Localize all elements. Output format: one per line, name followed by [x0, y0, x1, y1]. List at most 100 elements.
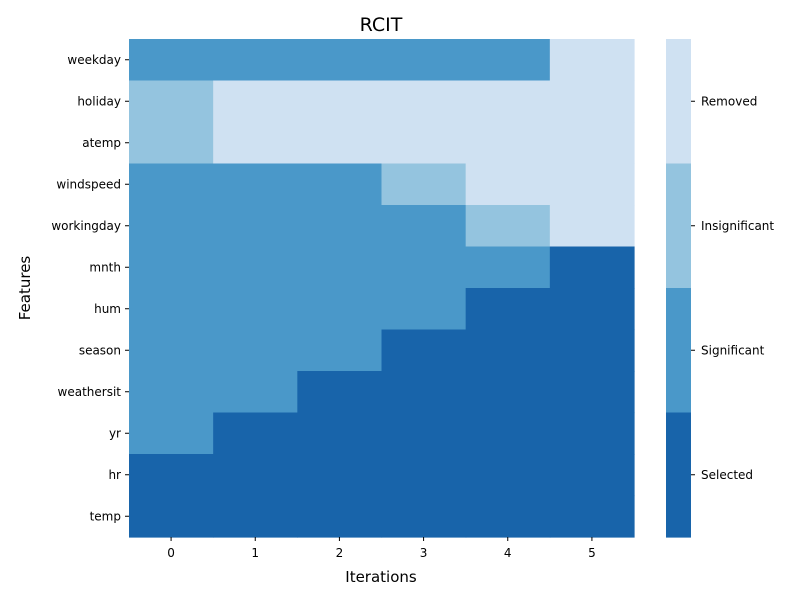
x-axis-label: Iterations [345, 568, 417, 586]
heatmap-cell [129, 39, 214, 82]
heatmap-cell [381, 80, 467, 123]
heatmap-cell [213, 412, 298, 455]
heatmap-cell [129, 246, 214, 289]
heatmap-cell [129, 122, 214, 165]
heatmap-cell [297, 39, 383, 82]
heatmap-cell [465, 371, 551, 414]
y-tick-label: atemp [82, 136, 121, 150]
heatmap-cell [381, 39, 467, 82]
heatmap-cell [465, 454, 551, 497]
heatmap-cell [381, 329, 467, 372]
heatmap-cell [549, 163, 635, 206]
heatmap-cell [213, 329, 298, 372]
y-tick-label: yr [109, 426, 121, 440]
x-tick-label: 5 [588, 546, 596, 560]
heatmap-cell [297, 495, 383, 538]
x-axis-ticks: 0 1 2 3 4 5 [167, 537, 596, 560]
heatmap-cell [465, 246, 551, 289]
colorbar-segment [666, 288, 691, 414]
heatmap-cell [381, 163, 467, 206]
heatmap-cell [129, 454, 214, 497]
heatmap-cell [465, 122, 551, 165]
colorbar-label: Selected [701, 468, 753, 482]
y-tick-label: hum [94, 302, 121, 316]
heatmap-cell [549, 329, 635, 372]
heatmap-cell [549, 371, 635, 414]
chart-title: RCIT [360, 14, 403, 36]
heatmap-cell [213, 495, 298, 538]
heatmap-cell [129, 205, 214, 248]
heatmap-cell [549, 39, 635, 82]
colorbar-label: Insignificant [701, 219, 774, 233]
x-tick-label: 1 [251, 546, 259, 560]
x-tick-label: 3 [420, 546, 428, 560]
heatmap-cell [381, 205, 467, 248]
heatmap-cell [129, 288, 214, 331]
heatmap-cell [129, 80, 214, 123]
heatmap-cells [129, 39, 635, 538]
heatmap-cell [129, 371, 214, 414]
heatmap-cell [549, 454, 635, 497]
heatmap-cell [381, 454, 467, 497]
heatmap-cell [297, 163, 383, 206]
heatmap-cell [549, 80, 635, 123]
heatmap-cell [549, 205, 635, 248]
x-tick-label: 0 [167, 546, 175, 560]
heatmap-cell [465, 163, 551, 206]
heatmap-cell [297, 80, 383, 123]
heatmap-cell [549, 288, 635, 331]
heatmap-cell [381, 495, 467, 538]
heatmap-cell [465, 39, 551, 82]
heatmap-cell [297, 246, 383, 289]
colorbar-segment [666, 39, 691, 165]
heatmap-cell [549, 122, 635, 165]
heatmap-cell [549, 495, 635, 538]
heatmap-cell [549, 412, 635, 455]
heatmap-cell [465, 205, 551, 248]
heatmap-cell [381, 412, 467, 455]
heatmap-cell [297, 371, 383, 414]
heatmap-cell [213, 288, 298, 331]
heatmap-cell [381, 122, 467, 165]
y-tick-label: hr [108, 468, 121, 482]
heatmap-cell [129, 329, 214, 372]
y-tick-label: windspeed [56, 177, 121, 191]
heatmap-cell [465, 329, 551, 372]
y-tick-label: mnth [89, 260, 121, 274]
colorbar: Removed Insignificant Significant Selected [666, 39, 774, 538]
x-tick-label: 2 [336, 546, 344, 560]
heatmap-cell [297, 329, 383, 372]
y-axis-label: Features [16, 256, 34, 321]
heatmap-cell [213, 39, 298, 82]
heatmap-cell [465, 495, 551, 538]
heatmap-cell [297, 122, 383, 165]
heatmap-cell [465, 80, 551, 123]
heatmap-cell [297, 412, 383, 455]
y-tick-label: holiday [77, 94, 121, 108]
heatmap-cell [213, 246, 298, 289]
colorbar-segment [666, 412, 691, 538]
heatmap-cell [129, 495, 214, 538]
heatmap-cell [213, 80, 298, 123]
colorbar-label: Significant [701, 343, 765, 357]
y-tick-label: season [79, 343, 121, 357]
heatmap-cell [297, 205, 383, 248]
y-tick-label: temp [90, 509, 121, 523]
y-tick-label: workingday [51, 219, 121, 233]
heatmap-cell [297, 454, 383, 497]
heatmap-cell [213, 454, 298, 497]
colorbar-segment [666, 163, 691, 289]
heatmap-cell [213, 163, 298, 206]
heatmap-cell [129, 412, 214, 455]
heatmap-cell [381, 371, 467, 414]
heatmap-cell [465, 412, 551, 455]
heatmap-cell [213, 122, 298, 165]
colorbar-label: Removed [701, 94, 757, 108]
heatmap-cell [213, 205, 298, 248]
y-axis-ticks: weekday holiday atemp windspeed workingday mn… [51, 53, 129, 523]
x-tick-label: 4 [504, 546, 512, 560]
heatmap-cell [549, 246, 635, 289]
heatmap-cell [381, 288, 467, 331]
y-tick-label: weekday [67, 53, 121, 67]
